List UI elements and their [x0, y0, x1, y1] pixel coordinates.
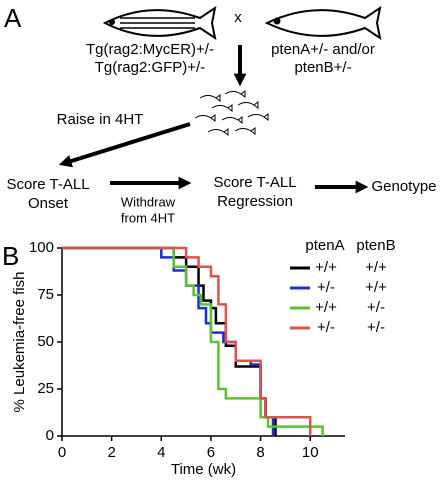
y-tick-label: 50: [37, 333, 54, 350]
legend-label: +/+: [365, 259, 387, 276]
legend-header: ptenB: [356, 237, 395, 254]
fish-left: [102, 5, 217, 41]
step-text: Score T-ALL: [213, 174, 296, 191]
x-tick-label: 8: [256, 444, 264, 461]
fish-right: [264, 5, 382, 41]
panel-label: B: [2, 241, 19, 271]
legend-label: +/-: [317, 279, 335, 296]
survival-curve: [62, 246, 275, 436]
parent-text: Tg(rag2:GFP)+/-: [95, 59, 205, 76]
step-text: Withdraw: [121, 194, 176, 209]
step-text: Regression: [217, 193, 293, 210]
x-axis-label: Time (wk): [171, 461, 236, 478]
fish-offspring: [194, 90, 269, 136]
legend-label: +/-: [317, 319, 335, 336]
survival-curve: [62, 246, 324, 436]
legend-label: +/+: [365, 279, 387, 296]
x-tick-label: 2: [107, 444, 115, 461]
parent-text: ptenB+/-: [294, 59, 351, 76]
x-tick-label: 0: [58, 444, 66, 461]
y-tick-label: 75: [37, 286, 54, 303]
legend-label: +/-: [367, 299, 385, 316]
legend-label: +/+: [315, 299, 337, 316]
step-text: from 4HT: [121, 210, 175, 225]
parent-text: Tg(rag2:MycER)+/-: [86, 41, 214, 58]
step-text: Onset: [28, 195, 69, 212]
legend-label: +/-: [367, 319, 385, 336]
y-tick-label: 0: [46, 427, 54, 444]
parent-text: ptenA+/- and/or: [271, 41, 375, 58]
panel-a: A x Tg(rag2:MycER)+/- Tg(rag2:GFP)+/- pt…: [4, 3, 437, 226]
legend-label: +/+: [315, 259, 337, 276]
step-text: Score T-ALL: [6, 176, 89, 193]
x-tick-label: 6: [207, 444, 215, 461]
survival-curve: [62, 246, 277, 436]
x-tick-label: 4: [157, 444, 165, 461]
legend-header: ptenA: [305, 237, 344, 254]
x-tick-label: 10: [302, 444, 319, 461]
y-axis-label: % Leukemia-free fish: [11, 272, 28, 413]
cross-sign: x: [234, 9, 242, 26]
arrow: [58, 122, 191, 168]
y-tick-label: 100: [29, 239, 54, 256]
survival-curve: [62, 246, 312, 436]
panel-label: A: [4, 3, 22, 33]
y-tick-label: 25: [37, 380, 54, 397]
step-text: Raise in 4HT: [57, 111, 144, 128]
step-text: Genotype: [371, 178, 436, 195]
